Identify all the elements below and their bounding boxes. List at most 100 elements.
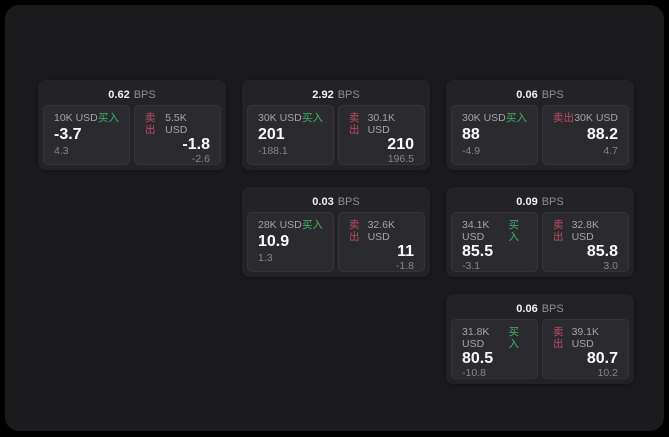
buy-panel[interactable]: 30K USD 买入 88 -4.9	[451, 105, 538, 165]
buy-panel[interactable]: 10K USD 买入 -3.7 4.3	[43, 105, 130, 165]
sell-panel-header: 卖出 30K USD	[553, 112, 618, 124]
card-header: 2.92 BPS	[247, 84, 425, 105]
bps-unit-label: BPS	[541, 195, 564, 208]
card-header: 0.62 BPS	[43, 84, 221, 105]
buy-size: 34.1K USD	[462, 219, 490, 243]
buy-panel[interactable]: 30K USD 买入 201 -188.1	[247, 105, 334, 165]
quote-card: 0.62 BPS 10K USD 买入 -3.7 4.3 卖出 5.5K USD…	[38, 80, 226, 170]
sell-sub-value: -2.6	[191, 153, 210, 165]
bps-unit-label: BPS	[541, 302, 564, 315]
sell-size: 32.6K USD	[367, 219, 396, 243]
buy-sub-value: -10.8	[462, 367, 486, 379]
buy-label: 买入	[302, 219, 323, 231]
sell-panel[interactable]: 卖出 32.6K USD 11 -1.8	[338, 212, 425, 272]
buy-sell-panels: 34.1K USD 买入 85.5 -3.1 卖出 32.8K USD 85.8…	[451, 212, 629, 272]
buy-sub-value: 4.3	[54, 145, 69, 157]
sell-size: 30.1K USD	[367, 112, 396, 136]
sell-price: 88.2	[586, 126, 618, 143]
app-window: 0.62 BPS 10K USD 买入 -3.7 4.3 卖出 5.5K USD…	[5, 5, 664, 431]
sell-panel[interactable]: 卖出 39.1K USD 80.7 10.2	[542, 319, 629, 379]
bps-value: 0.06	[516, 88, 538, 101]
buy-panel-header: 28K USD 买入	[258, 219, 323, 231]
bps-value: 0.62	[108, 88, 130, 101]
sell-size: 30K USD	[574, 112, 618, 124]
buy-sell-panels: 10K USD 买入 -3.7 4.3 卖出 5.5K USD -1.8 -2.…	[43, 105, 221, 165]
buy-sell-panels: 28K USD 买入 10.9 1.3 卖出 32.6K USD 11 -1.8	[247, 212, 425, 272]
sell-sub-value: 3.0	[603, 260, 618, 272]
sell-price: 85.8	[586, 243, 618, 260]
quote-card: 0.03 BPS 28K USD 买入 10.9 1.3 卖出 32.6K US…	[242, 187, 430, 277]
sell-label: 卖出	[349, 219, 360, 243]
sell-label: 卖出	[553, 326, 564, 350]
card-header: 0.06 BPS	[451, 298, 629, 319]
sell-panel-header: 卖出 30.1K USD	[349, 112, 414, 136]
sell-panel[interactable]: 卖出 30K USD 88.2 4.7	[542, 105, 629, 165]
bps-value: 0.09	[516, 195, 538, 208]
buy-panel-header: 10K USD 买入	[54, 112, 119, 124]
sell-label: 卖出	[145, 112, 156, 136]
quote-card: 0.06 BPS 31.8K USD 买入 80.5 -10.8 卖出 39.1…	[446, 294, 634, 384]
buy-sub-value: 1.3	[258, 252, 273, 264]
quote-cards-grid: 0.62 BPS 10K USD 买入 -3.7 4.3 卖出 5.5K USD…	[38, 80, 634, 384]
buy-size: 30K USD	[462, 112, 506, 124]
buy-price: 88	[462, 126, 480, 143]
buy-size: 10K USD	[54, 112, 98, 124]
buy-panel-header: 31.8K USD 买入	[462, 326, 527, 350]
sell-size: 5.5K USD	[165, 112, 188, 136]
card-header: 0.09 BPS	[451, 191, 629, 212]
bps-unit-label: BPS	[337, 195, 360, 208]
bps-value: 0.06	[516, 302, 538, 315]
buy-panel[interactable]: 34.1K USD 买入 85.5 -3.1	[451, 212, 538, 272]
sell-sub-value: -1.8	[395, 260, 414, 272]
bps-unit-label: BPS	[541, 88, 564, 101]
buy-size: 31.8K USD	[462, 326, 490, 350]
sell-price: -1.8	[182, 136, 210, 153]
card-header: 0.03 BPS	[247, 191, 425, 212]
buy-size: 30K USD	[258, 112, 302, 124]
sell-panel-header: 卖出 32.8K USD	[553, 219, 618, 243]
sell-panel-header: 卖出 39.1K USD	[553, 326, 618, 350]
sell-size: 32.8K USD	[571, 219, 600, 243]
buy-label: 买入	[302, 112, 323, 124]
bps-unit-label: BPS	[337, 88, 360, 101]
quote-card: 0.09 BPS 34.1K USD 买入 85.5 -3.1 卖出 32.8K…	[446, 187, 634, 277]
buy-sell-panels: 30K USD 买入 201 -188.1 卖出 30.1K USD 210 1…	[247, 105, 425, 165]
buy-price: 80.5	[462, 350, 494, 367]
sell-label: 卖出	[553, 219, 564, 243]
sell-sub-value: 196.5	[387, 153, 414, 165]
sell-size: 39.1K USD	[571, 326, 600, 350]
bps-value: 2.92	[312, 88, 334, 101]
sell-panel[interactable]: 卖出 5.5K USD -1.8 -2.6	[134, 105, 221, 165]
quote-card: 0.06 BPS 30K USD 买入 88 -4.9 卖出 30K USD 8…	[446, 80, 634, 170]
bps-value: 0.03	[312, 195, 334, 208]
sell-price: 11	[397, 243, 414, 260]
bps-unit-label: BPS	[133, 88, 156, 101]
sell-label: 卖出	[553, 112, 574, 124]
buy-sub-value: -188.1	[258, 145, 288, 157]
sell-sub-value: 4.7	[603, 145, 618, 157]
buy-label: 买入	[98, 112, 119, 124]
card-header: 0.06 BPS	[451, 84, 629, 105]
buy-panel-header: 30K USD 买入	[258, 112, 323, 124]
buy-sub-value: -3.1	[462, 260, 481, 272]
buy-panel[interactable]: 31.8K USD 买入 80.5 -10.8	[451, 319, 538, 379]
cards-column-2: 2.92 BPS 30K USD 买入 201 -188.1 卖出 30.1K …	[242, 80, 430, 277]
buy-panel-header: 30K USD 买入	[462, 112, 527, 124]
sell-panel-header: 卖出 32.6K USD	[349, 219, 414, 243]
buy-panel[interactable]: 28K USD 买入 10.9 1.3	[247, 212, 334, 272]
buy-label: 买入	[506, 112, 527, 124]
buy-label: 买入	[508, 326, 519, 350]
sell-panel[interactable]: 卖出 30.1K USD 210 196.5	[338, 105, 425, 165]
buy-sell-panels: 30K USD 买入 88 -4.9 卖出 30K USD 88.2 4.7	[451, 105, 629, 165]
sell-panel[interactable]: 卖出 32.8K USD 85.8 3.0	[542, 212, 629, 272]
sell-label: 卖出	[349, 112, 360, 136]
buy-sell-panels: 31.8K USD 买入 80.5 -10.8 卖出 39.1K USD 80.…	[451, 319, 629, 379]
sell-price: 210	[387, 136, 414, 153]
quote-card: 2.92 BPS 30K USD 买入 201 -188.1 卖出 30.1K …	[242, 80, 430, 170]
buy-sub-value: -4.9	[462, 145, 481, 157]
buy-price: -3.7	[54, 126, 82, 143]
buy-label: 买入	[508, 219, 519, 243]
buy-price: 201	[258, 126, 285, 143]
buy-price: 10.9	[258, 233, 290, 250]
sell-price: 80.7	[586, 350, 618, 367]
